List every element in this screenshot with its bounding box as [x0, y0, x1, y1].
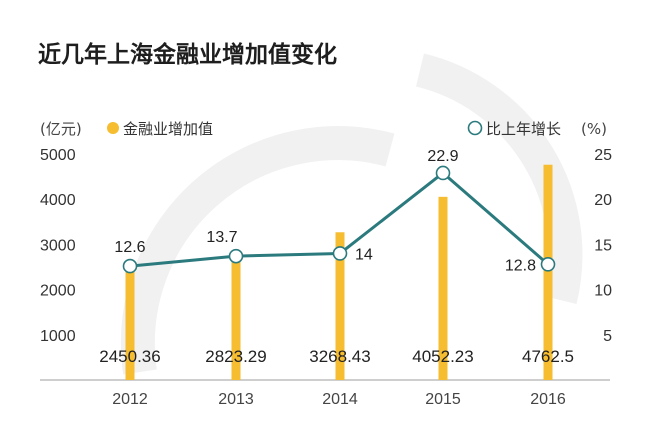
bar [335, 232, 345, 380]
legend-bar-label: 金融业增加值 [123, 120, 213, 138]
bar-value-label: 2450.36 [99, 347, 160, 366]
line-value-labels: 12.6 13.7 14 22.9 12.8 [114, 148, 536, 274]
right-tick-label: 5 [603, 328, 612, 345]
bar [125, 269, 135, 380]
bar [543, 164, 553, 380]
line-point [540, 256, 556, 272]
left-axis-ticks: 1000 2000 3000 4000 5000 [40, 147, 76, 345]
watermark-logo [120, 53, 583, 375]
bar [438, 196, 448, 380]
bar-value-labels: 2450.36 2823.29 3268.43 4052.23 4762.5 [99, 347, 574, 366]
legend-bar-swatch [107, 122, 119, 134]
left-tick-label: 1000 [40, 328, 76, 345]
legend-line-swatch [467, 120, 483, 136]
x-tick-label: 2015 [425, 391, 461, 408]
line-value-label: 12.6 [114, 239, 145, 256]
left-tick-label: 3000 [40, 237, 76, 254]
line-value-label: 12.8 [505, 257, 536, 274]
bar [231, 252, 241, 380]
line-value-label: 22.9 [427, 148, 458, 165]
left-tick-label: 2000 [40, 283, 76, 300]
right-tick-label: 25 [594, 147, 612, 164]
x-tick-label: 2013 [218, 391, 254, 408]
right-tick-label: 20 [594, 192, 612, 209]
bar-value-label: 4762.5 [522, 347, 574, 366]
x-tick-label: 2016 [530, 391, 566, 408]
x-tick-label: 2014 [322, 391, 358, 408]
right-axis-ticks: 5 10 15 20 25 [594, 147, 612, 345]
bar-value-label: 3268.43 [309, 347, 370, 366]
line-value-label: 13.7 [206, 229, 237, 246]
left-axis-unit: (亿元) [40, 120, 82, 138]
line-point [122, 258, 138, 274]
chart-title: 近几年上海金融业增加值变化 [38, 41, 337, 68]
line-series [122, 165, 556, 274]
right-tick-label: 10 [594, 283, 612, 300]
bar-value-label: 4052.23 [412, 347, 473, 366]
left-tick-label: 4000 [40, 192, 76, 209]
bar-value-label: 2823.29 [205, 347, 266, 366]
line-point [228, 248, 244, 264]
line-point [435, 165, 451, 181]
right-tick-label: 15 [594, 237, 612, 254]
right-axis-unit: (%) [581, 120, 607, 138]
x-tick-label: 2012 [112, 391, 148, 408]
line-point [332, 246, 348, 261]
x-axis-ticks: 2012 2013 2014 2015 2016 [112, 391, 566, 408]
bar-series [125, 164, 553, 380]
legend-line-label: 比上年增长 [486, 120, 561, 138]
line-value-label: 14 [355, 246, 373, 263]
left-tick-label: 5000 [40, 147, 76, 164]
